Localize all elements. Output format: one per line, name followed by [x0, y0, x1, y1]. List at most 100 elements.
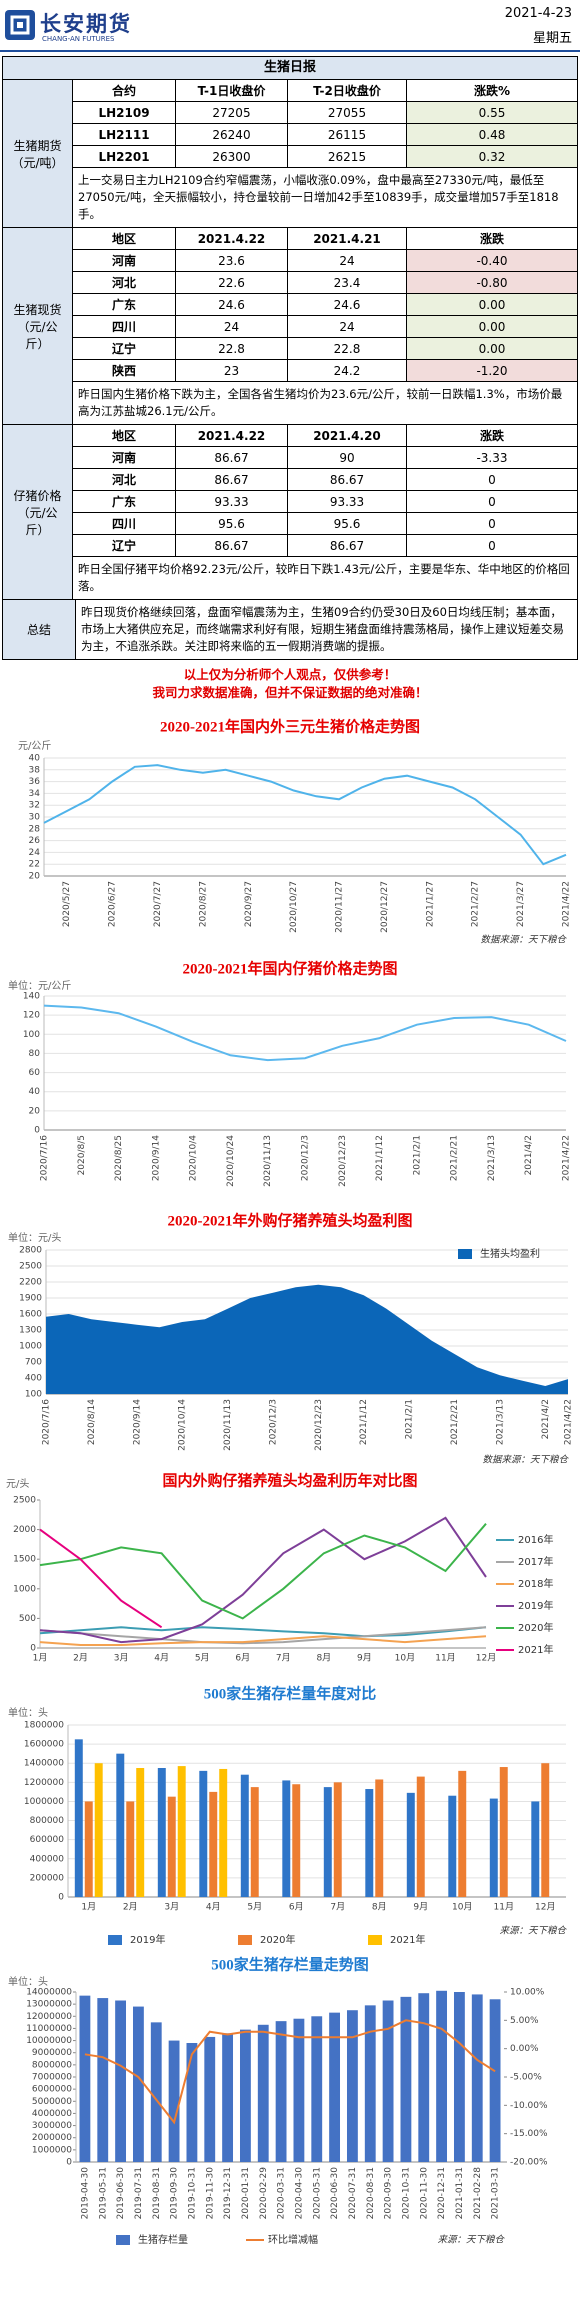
label-line: （元/公	[17, 505, 58, 520]
column-header: T-2日收盘价	[287, 80, 407, 102]
cell: 95.6	[287, 512, 407, 535]
cell: 0	[406, 512, 577, 535]
x-tick-label: 2020/10/4	[189, 1135, 199, 1181]
legend-key	[108, 1935, 122, 1945]
section-body: 合约 T-1日收盘价 T-2日收盘价 涨跌% LH2109 27205 27055 0.55 L…	[73, 80, 577, 227]
section-label: 生猪现货 （元/公 斤）	[3, 228, 73, 424]
x-tick-label: 2020/10/27	[289, 881, 299, 933]
bar	[416, 1776, 425, 1897]
y-tick-label: 400000	[30, 1854, 65, 1864]
bar	[531, 1801, 540, 1897]
legend-label: 2016年	[518, 1533, 553, 1546]
bar	[74, 1739, 83, 1897]
column-header: 2021.4.22	[175, 425, 288, 447]
bar	[204, 2036, 216, 2162]
legend-label: 2021年	[390, 1933, 425, 1946]
y-tick-label: 2200	[19, 1278, 42, 1288]
disclaimer: 以上仅为分析师个人观点，仅供参考！ 我司力求数据准确，但并不保证数据的绝对准确！	[0, 666, 580, 702]
section-note: 昨日国内生猪价格下跌为主，全国各省生猪均价为23.6元/公斤，较前一日跌幅1.3…	[78, 387, 563, 418]
x-tick-label: 2021/2/21	[450, 1135, 460, 1181]
x-tick-label: 1月	[33, 1653, 48, 1664]
cell: 22.6	[175, 271, 288, 294]
cell: 河南	[73, 446, 176, 469]
x-tick-label: 2月	[73, 1653, 88, 1664]
y-tick-label: 2000000	[32, 2133, 72, 2143]
x-tick-label: 5月	[195, 1653, 210, 1664]
legend-label: 2018年	[518, 1577, 553, 1590]
y-tick-label: 1800000	[24, 1721, 64, 1731]
cell: 0.00	[406, 315, 577, 338]
cell: 23.4	[287, 271, 407, 294]
bar	[329, 2012, 341, 2162]
y-tick-label: 500	[19, 1614, 36, 1624]
cell: 河北	[73, 271, 176, 294]
bar	[168, 2040, 180, 2162]
section: 总结 昨日现货价格继续回落，盘面窄幅震荡为主，生猪09合约仍受30日及60日均线压…	[3, 600, 577, 660]
legend-label: 2020年	[518, 1621, 553, 1634]
section-label: 仔猪价格 （元/公 斤）	[3, 425, 73, 599]
y-tick-label: 1500	[13, 1555, 36, 1565]
x-tick-label: 2021/3/13	[495, 1399, 505, 1445]
x-tick-label: 2021/4/2	[541, 1399, 551, 1439]
x-tick-label: 2020/12/23	[314, 1399, 324, 1451]
cell: 26300	[175, 145, 288, 168]
data-row: 四川 24 24 0.00	[73, 315, 577, 338]
cell: 27055	[287, 101, 407, 124]
unit-label: 单位：头	[8, 1975, 48, 1988]
column-header: 涨跌%	[406, 80, 577, 102]
y-tick-label: 22	[29, 860, 40, 870]
bar	[239, 2029, 251, 2162]
y2-tick-label: -5.00%	[510, 2073, 542, 2083]
y-tick-label: 1600000	[24, 1740, 64, 1750]
x-tick-label: 2019-08-31	[152, 2167, 162, 2219]
label-line: 总结	[26, 623, 51, 637]
section-note: 昨日全国仔猪平均价格92.23元/公斤，较昨日下跌1.43元/公斤，主要是华东、…	[78, 562, 570, 593]
cell: 86.67	[175, 468, 288, 491]
bar	[132, 2006, 144, 2162]
y-tick-label: 11000000	[26, 2024, 72, 2034]
x-tick-label: 8月	[372, 1902, 387, 1913]
x-tick-label: 2021/1/12	[359, 1399, 369, 1445]
label-line: 生猪期货	[13, 138, 62, 153]
x-tick-label: 2020-01-31	[241, 2167, 251, 2219]
data-row: 辽宁 22.8 22.8 0.00	[73, 337, 577, 360]
header-row: 地区 2021.4.22 2021.4.21 涨跌	[73, 228, 577, 250]
section-note: 昨日现货价格继续回落，盘面窄幅震荡为主，生猪09合约仍受30日及60日均线压制；…	[81, 605, 564, 653]
x-tick-label: 11月	[435, 1653, 455, 1664]
y-tick-label: 8000000	[32, 2060, 72, 2070]
x-tick-label: 2020-06-30	[330, 2167, 340, 2220]
cell: 24.6	[175, 293, 288, 316]
cell: 86.67	[175, 534, 288, 557]
legend-label: 生猪头均盈利	[480, 1247, 540, 1260]
y-tick-label: 0	[66, 2158, 72, 2168]
x-tick-label: 7月	[276, 1653, 291, 1664]
data-table: 地区 2021.4.22 2021.4.21 涨跌 河南 23.6 24 -0.40 河北 22.…	[73, 228, 577, 382]
date: 2021-4-23	[504, 6, 572, 21]
bar	[240, 1774, 249, 1897]
column-header: 地区	[73, 228, 176, 250]
label-line: （元/吨）	[11, 155, 64, 170]
cell: -0.40	[406, 249, 577, 272]
x-tick-label: 2020/9/27	[244, 881, 254, 927]
y-tick-label: 7000000	[32, 2073, 72, 2083]
bar	[489, 1798, 498, 1897]
y-tick-label: 2500	[13, 1496, 36, 1506]
x-tick-label: 2020/12/3	[301, 1135, 311, 1181]
y-tick-label: 400	[25, 1374, 42, 1384]
x-tick-label: 2020-08-31	[366, 2167, 376, 2219]
cell: 23.6	[175, 249, 288, 272]
source-note: 来源：天下粮仓	[499, 1925, 567, 1937]
x-tick-label: 2021/4/22	[564, 1399, 574, 1445]
cell: 23	[175, 359, 288, 382]
y-tick-label: 140	[23, 992, 40, 1002]
cell: 河南	[73, 249, 176, 272]
cell: 四川	[73, 512, 176, 535]
section-note: 上一交易日主力LH2109合约窄幅震荡，小幅收涨0.09%，盘中最高至27330…	[78, 173, 559, 221]
x-tick-label: 2020/9/14	[132, 1399, 142, 1445]
cell: -0.80	[406, 271, 577, 294]
weekday: 星期五	[532, 31, 572, 46]
x-tick-label: 9月	[413, 1902, 428, 1913]
bar	[84, 1801, 93, 1897]
y-tick-label: 100	[25, 1390, 42, 1400]
